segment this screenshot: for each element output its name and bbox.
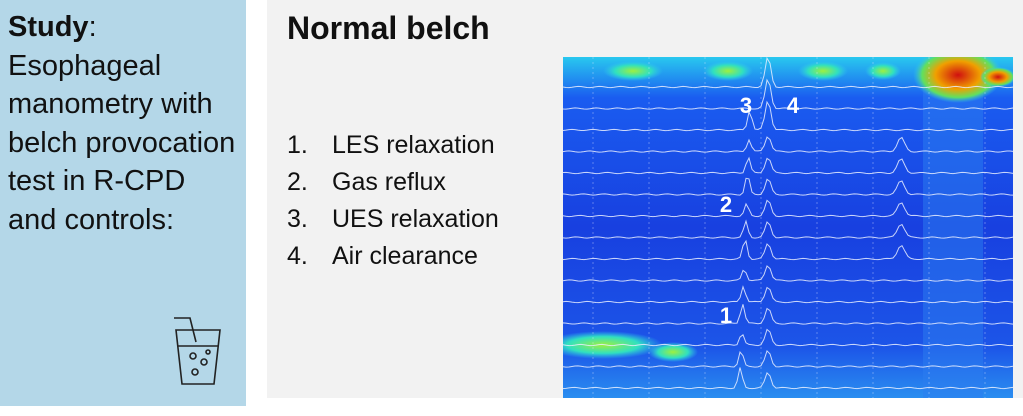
step-number: 2. [287, 168, 308, 196]
study-text: Study: Esophageal manometry with belch pr… [8, 8, 240, 239]
step-text: Air clearance [332, 242, 478, 270]
trace [563, 78, 1013, 110]
step: 4. Air clearance [287, 239, 499, 276]
step-text: Gas reflux [332, 168, 446, 196]
trace [563, 239, 1013, 261]
trace [563, 265, 1013, 282]
content-panel: Normal belch 1. LES relaxation 2. Gas refl… [267, 0, 1023, 398]
step-number: 4. [287, 242, 308, 270]
step-text: UES relaxation [332, 205, 499, 233]
study-heading: Study [8, 11, 89, 43]
trace [563, 156, 1013, 175]
traces [563, 57, 1013, 398]
step: 1. LES relaxation [287, 128, 499, 165]
trace [563, 285, 1013, 304]
step: 2. Gas reflux [287, 165, 499, 202]
trace [563, 219, 1013, 239]
image-label: 4 [787, 93, 800, 118]
step: 3. UES relaxation [287, 202, 499, 239]
trace [563, 367, 1013, 390]
step-number: 1. [287, 131, 308, 159]
trace [563, 136, 1013, 153]
step-text: LES relaxation [332, 131, 495, 159]
drink-icon [174, 317, 221, 385]
study-body: Esophageal manometry with belch provocat… [8, 49, 236, 236]
study-panel: Study: Esophageal manometry with belch pr… [0, 0, 246, 406]
slide-title: Normal belch [287, 10, 490, 46]
trace [563, 328, 1013, 347]
step-number: 3. [287, 205, 308, 233]
trace [563, 100, 1013, 132]
trace [563, 349, 1013, 368]
steps-list: 1. LES relaxation 2. Gas reflux 3. UES rela… [287, 128, 499, 276]
manometry-image: 3 4 2 1 [563, 57, 1013, 398]
image-label: 2 [720, 192, 732, 217]
image-label: 1 [720, 303, 732, 328]
study-colon: : [88, 11, 97, 43]
trace [563, 177, 1013, 196]
image-label: 3 [740, 93, 752, 118]
trace [563, 199, 1013, 218]
trace [563, 304, 1013, 325]
trace [563, 57, 1013, 89]
